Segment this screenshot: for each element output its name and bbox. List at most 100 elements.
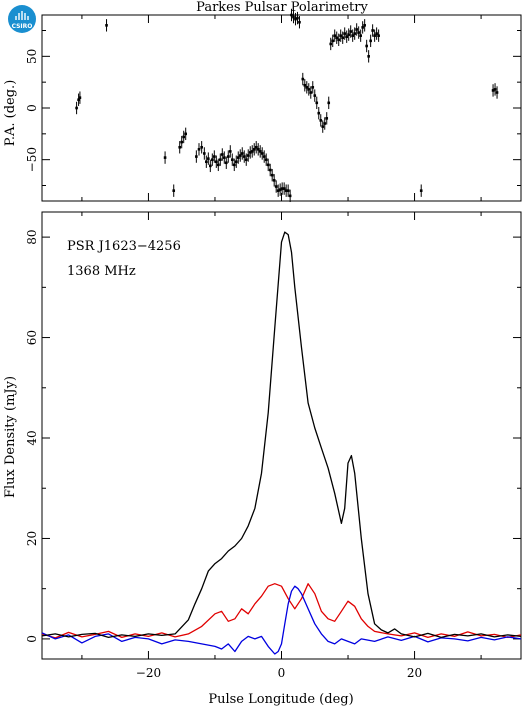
pulsar-name-label: PSR J1623−4256 — [67, 239, 181, 254]
pa-point — [351, 29, 354, 42]
pa-point — [335, 31, 339, 44]
profile-frame — [41, 211, 522, 660]
pa-point — [180, 135, 184, 149]
profile-series-line — [41, 583, 522, 639]
pa-point — [367, 50, 370, 63]
pa-point — [375, 27, 378, 40]
pa-point — [222, 151, 226, 164]
logo-bars-icon — [15, 11, 29, 20]
pa-point — [262, 150, 266, 163]
pa-point — [276, 184, 280, 197]
pa-point — [288, 189, 292, 203]
pa-point — [75, 101, 78, 115]
pa-point — [298, 16, 301, 29]
pa-point — [363, 19, 366, 32]
pa-ylabel: P.A. (deg.) — [3, 80, 18, 147]
pa-point — [369, 34, 372, 48]
pa-point — [321, 120, 325, 133]
y-tick-label: 60 — [25, 330, 39, 345]
pa-point — [319, 114, 323, 127]
logo-text: CSIRO — [12, 23, 33, 30]
pa-point — [361, 21, 364, 34]
pa-point — [286, 184, 290, 197]
pa-point — [294, 12, 297, 26]
pa-point — [349, 25, 352, 38]
pa-point — [197, 143, 201, 156]
y-tick-label: 40 — [25, 430, 39, 445]
pa-point — [272, 174, 276, 187]
pa-point — [242, 150, 246, 163]
pa-point — [347, 28, 350, 41]
pa-point — [78, 91, 82, 104]
pa-point — [371, 24, 374, 37]
pa-point — [377, 29, 380, 42]
pa-point — [339, 29, 343, 42]
pa-point — [280, 182, 284, 195]
profile-series-line — [41, 585, 522, 655]
pa-point — [218, 153, 222, 166]
pa-point — [315, 96, 319, 110]
pa-point — [325, 112, 329, 125]
pa-point — [327, 96, 331, 110]
pa-point — [163, 151, 167, 164]
pa-panel: −50 0 50 P.A. (deg.) — [3, 8, 522, 203]
pa-point — [246, 149, 250, 162]
pa-point — [77, 93, 80, 106]
y-tick-label: 50 — [25, 49, 39, 64]
pa-point — [209, 159, 212, 173]
pa-point — [305, 81, 309, 94]
pa-point — [211, 153, 214, 166]
pa-point — [284, 184, 288, 197]
pa-point — [195, 150, 198, 163]
csiro-logo: CSIRO — [8, 5, 36, 33]
pa-point — [355, 23, 358, 36]
y-tick-label: 80 — [25, 229, 39, 244]
pa-point — [236, 151, 240, 164]
y-tick-label: −50 — [25, 147, 39, 172]
profile-series-line — [41, 231, 522, 639]
pa-point — [228, 145, 232, 158]
y-tick-label: 0 — [25, 104, 39, 112]
x-tick-label: 0 — [278, 666, 286, 680]
pa-point — [278, 183, 282, 196]
pa-point — [353, 27, 356, 40]
pa-point — [292, 10, 295, 24]
pa-point — [240, 147, 244, 160]
pa-point — [232, 158, 236, 172]
pa-point — [230, 153, 234, 166]
pa-point — [274, 180, 278, 193]
pa-point — [333, 29, 337, 42]
pa-point — [337, 33, 341, 46]
pa-point — [270, 168, 274, 182]
pa-point — [282, 182, 286, 195]
pa-point — [419, 184, 423, 197]
pa-point — [341, 31, 345, 44]
x-tick-label: 20 — [407, 666, 422, 680]
pa-point — [491, 84, 495, 97]
pa-point — [260, 147, 264, 160]
pa-point — [258, 145, 262, 158]
pa-point — [252, 143, 256, 156]
pa-point — [311, 81, 315, 94]
pa-point — [357, 26, 360, 39]
profile-xlabel: Pulse Longitude (deg) — [208, 692, 353, 707]
pa-point — [268, 163, 272, 177]
pa-point — [359, 29, 362, 42]
pa-point — [343, 27, 347, 40]
pa-point — [215, 155, 218, 168]
pa-point — [254, 141, 258, 154]
pa-point — [250, 145, 254, 158]
pa-frame — [41, 14, 522, 202]
pa-point — [331, 34, 335, 48]
pa-point — [178, 141, 182, 154]
pa-point — [184, 127, 187, 141]
pa-point — [317, 106, 321, 120]
x-tick-label: −20 — [136, 666, 161, 680]
pa-point — [172, 184, 176, 197]
y-tick-label: 20 — [25, 531, 39, 546]
pa-point — [307, 83, 311, 96]
pa-point — [105, 19, 108, 32]
pa-point — [203, 147, 206, 160]
pa-point — [220, 148, 224, 161]
